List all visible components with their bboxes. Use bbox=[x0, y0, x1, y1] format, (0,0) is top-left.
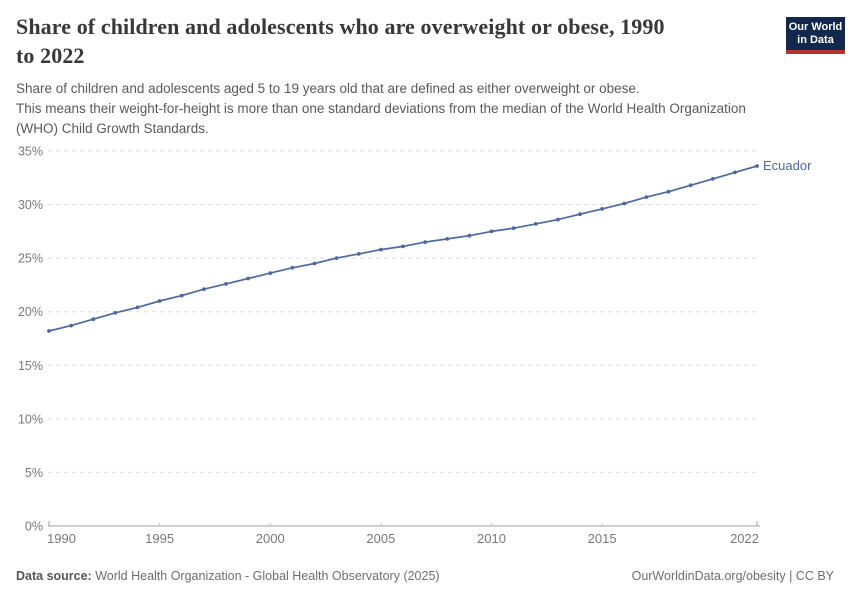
page-title: Share of children and adolescents who ar… bbox=[16, 12, 760, 70]
series-end-label[interactable]: Ecuador bbox=[763, 158, 812, 173]
owid-logo-line2: in Data bbox=[797, 33, 834, 46]
chart-subtitle: Share of children and adolescents aged 5… bbox=[16, 79, 760, 139]
data-point[interactable] bbox=[710, 177, 715, 181]
x-tick-label: 2010 bbox=[477, 531, 506, 546]
chart-line-ecuador[interactable] bbox=[48, 165, 758, 332]
data-point[interactable] bbox=[755, 164, 759, 168]
data-point[interactable] bbox=[622, 201, 627, 206]
data-point[interactable] bbox=[290, 265, 295, 270]
data-point[interactable] bbox=[356, 252, 361, 256]
data-point[interactable] bbox=[733, 170, 737, 175]
line-chart[interactable]: 0% 5% 10% 15% 20% 25% 30% 35% 1990 1995 2000 2005 20… bbox=[0, 140, 850, 560]
y-tick-label: 0% bbox=[25, 520, 43, 534]
data-point[interactable] bbox=[246, 276, 251, 281]
header: Share of children and adolescents who ar… bbox=[16, 12, 760, 139]
x-tick-label: 1990 bbox=[47, 531, 76, 546]
data-point[interactable] bbox=[47, 329, 51, 333]
footer-link[interactable]: OurWorldinData.org/obesity | CC BY bbox=[631, 569, 834, 583]
y-tick-label: 10% bbox=[18, 412, 43, 426]
x-tick-label: 2015 bbox=[588, 531, 617, 546]
data-source-text: World Health Organization - Global Healt… bbox=[91, 569, 440, 583]
data-point[interactable] bbox=[379, 247, 383, 252]
data-point[interactable] bbox=[445, 237, 450, 241]
chart-subtitle-line: Share of children and adolescents aged 5… bbox=[16, 81, 640, 96]
data-point[interactable] bbox=[533, 222, 538, 226]
y-tick-label: 30% bbox=[18, 198, 43, 212]
data-point[interactable] bbox=[113, 310, 118, 315]
chart-subtitle-line: This means their weight-for-height is mo… bbox=[16, 101, 746, 116]
data-point[interactable] bbox=[467, 233, 472, 238]
data-point[interactable] bbox=[511, 226, 516, 231]
y-tick-label: 5% bbox=[25, 466, 43, 480]
data-point[interactable] bbox=[688, 183, 693, 188]
chart-subtitle-line: (WHO) Child Growth Standards. bbox=[16, 121, 209, 136]
data-point[interactable] bbox=[401, 244, 405, 249]
data-point[interactable] bbox=[666, 189, 671, 194]
data-point[interactable] bbox=[157, 299, 162, 303]
x-tick-label: 2022 bbox=[730, 531, 759, 546]
x-tick-label: 1995 bbox=[145, 531, 174, 546]
data-point[interactable] bbox=[179, 293, 184, 298]
data-point[interactable] bbox=[423, 240, 427, 244]
chart-footer: Data source: World Health Organization -… bbox=[16, 569, 834, 583]
y-tick-label: 35% bbox=[18, 145, 43, 159]
data-point[interactable] bbox=[91, 317, 96, 322]
y-tick-label: 25% bbox=[18, 252, 43, 266]
data-point[interactable] bbox=[489, 229, 494, 234]
owid-logo[interactable]: Our World in Data bbox=[786, 17, 845, 54]
data-source: Data source: World Health Organization -… bbox=[16, 569, 440, 583]
data-point[interactable] bbox=[312, 261, 317, 266]
data-point[interactable] bbox=[224, 282, 228, 286]
page-title-line: to 2022 bbox=[16, 43, 85, 68]
data-point[interactable] bbox=[268, 271, 273, 275]
x-tick-label: 2005 bbox=[366, 531, 395, 546]
data-point[interactable] bbox=[334, 256, 339, 260]
data-point[interactable] bbox=[556, 217, 560, 222]
page-title-line: Share of children and adolescents who ar… bbox=[16, 14, 665, 39]
data-point[interactable] bbox=[202, 287, 206, 292]
x-tick-label: 2000 bbox=[256, 531, 285, 546]
data-point[interactable] bbox=[135, 305, 140, 310]
data-point[interactable] bbox=[600, 207, 604, 211]
data-point[interactable] bbox=[69, 323, 73, 328]
y-tick-label: 20% bbox=[18, 305, 43, 319]
y-tick-label: 15% bbox=[18, 359, 43, 373]
data-source-label: Data source: bbox=[16, 569, 92, 583]
data-point[interactable] bbox=[578, 212, 582, 217]
owid-logo-line1: Our World bbox=[788, 20, 843, 33]
data-point[interactable] bbox=[644, 195, 649, 199]
